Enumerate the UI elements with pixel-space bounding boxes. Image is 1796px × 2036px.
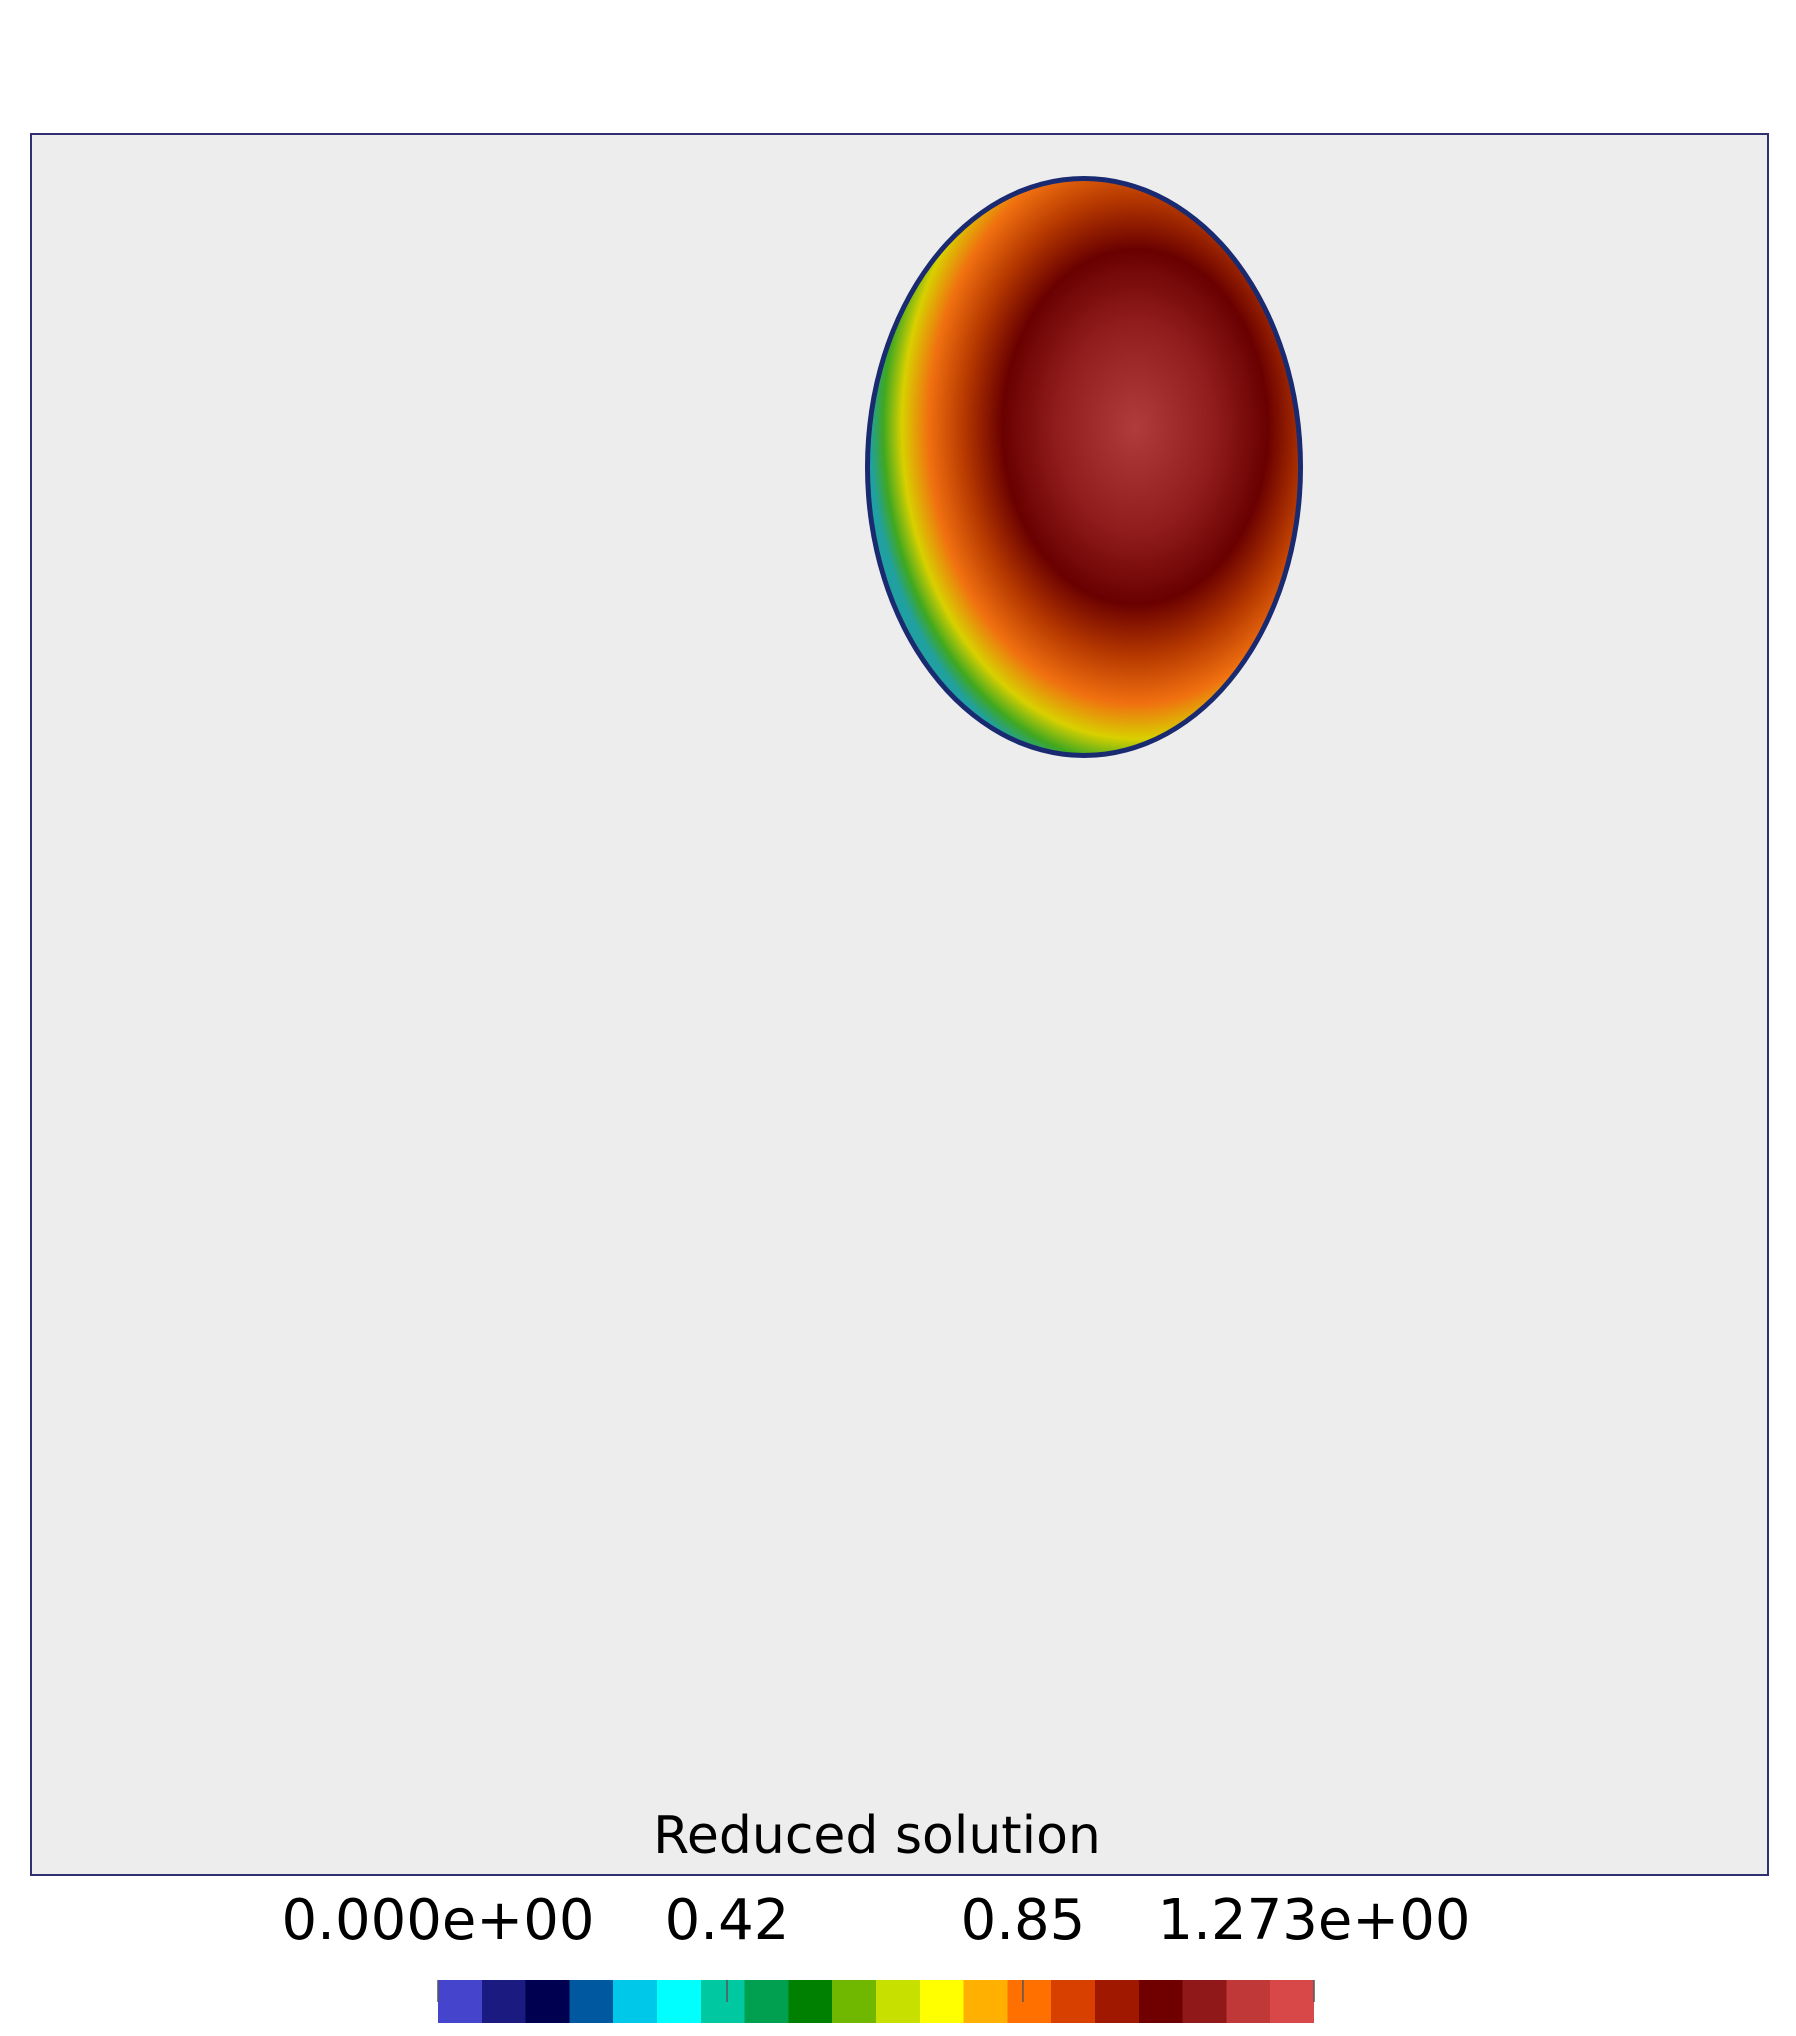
- tick-label: 0.42: [665, 1888, 790, 1953]
- tick-label: 0.000e+00: [282, 1888, 595, 1953]
- colorbar-title: Reduced solution: [653, 1806, 1101, 1866]
- colorbar: [438, 1980, 1314, 2023]
- tick-label: 0.85: [961, 1888, 1086, 1953]
- tick-label: 1.273e+00: [1158, 1888, 1471, 1953]
- solution-field: [870, 181, 1298, 753]
